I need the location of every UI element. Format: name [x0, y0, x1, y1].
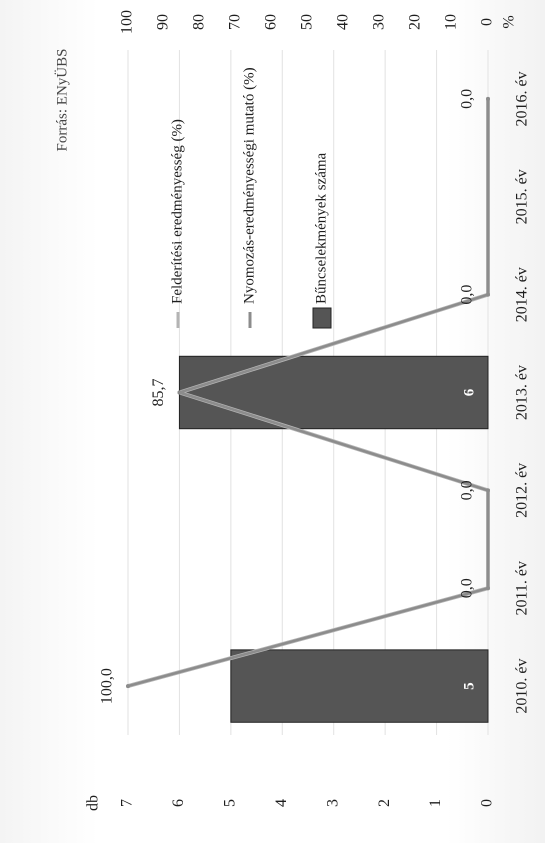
legend-swatch — [312, 307, 332, 329]
left-axis-tick: 1 — [427, 799, 444, 807]
right-axis-tick: 90 — [155, 14, 172, 30]
right-axis-tick: 100 — [119, 10, 136, 34]
left-axis-tick: 3 — [324, 799, 341, 807]
category-label: 2011. év — [514, 561, 531, 616]
right-axis-tick: 20 — [407, 14, 424, 30]
line-data-label: 0,0 — [459, 578, 476, 598]
legend-label: Bűncselekmények száma — [313, 152, 329, 304]
right-axis-tick: 80 — [191, 14, 208, 30]
left-axis-tick: 4 — [273, 799, 290, 807]
line-point — [486, 292, 490, 297]
left-axis-tick: 5 — [222, 799, 239, 807]
bar — [230, 649, 489, 723]
line-point — [126, 684, 130, 689]
line-point — [486, 488, 490, 493]
right-axis-tick: 30 — [371, 14, 388, 30]
category-label: 2010. év — [514, 659, 531, 714]
legend-label: Nyomozás-eredményességi mutató (%) — [241, 67, 257, 304]
right-axis-unit: % — [501, 15, 518, 28]
line-point — [177, 390, 182, 395]
legend-label: Felderítési eredményesség (%) — [169, 119, 185, 304]
left-axis-tick: 2 — [376, 799, 393, 807]
series-line — [127, 98, 490, 688]
category-label: 2015. év — [514, 169, 531, 224]
category-label: 2012. év — [514, 463, 531, 518]
right-axis-tick: 0 — [479, 18, 496, 26]
source-note: Forrás: ENyÜBS — [53, 49, 70, 152]
category-label: 2014. év — [514, 267, 531, 322]
right-axis-tick: 50 — [299, 14, 316, 30]
line-data-label: 100,0 — [99, 668, 116, 704]
legend: Bűncselekmények száma Nyomozás-eredményes… — [169, 67, 332, 329]
right-axis-tick: 40 — [335, 14, 352, 30]
category-label: 2013. év — [514, 365, 531, 420]
category-label: 2016. év — [514, 71, 531, 126]
left-axis-unit: db — [85, 795, 102, 811]
left-axis-tick: 7 — [119, 799, 136, 807]
left-axis-tick: 0 — [479, 799, 496, 807]
line-data-label: 0,0 — [459, 89, 476, 109]
bar-data-label: 5 — [461, 682, 477, 690]
line-point — [486, 586, 490, 591]
right-axis-tick: 10 — [443, 14, 460, 30]
line-data-label: 0,0 — [459, 480, 476, 500]
line-point — [486, 96, 490, 101]
line-data-label: 0,0 — [459, 285, 476, 305]
left-axis-tick: 6 — [170, 799, 187, 807]
chart-group: 5 6 100,0 0,0 0,0 85,7 0,0 0,0 0 1 2 3 4 5 6 7 db 0 10 20 30… — [53, 10, 530, 811]
right-axis-tick: 70 — [227, 14, 244, 30]
bar-data-label: 6 — [461, 388, 477, 396]
bar — [178, 355, 489, 430]
line-data-label: 85,7 — [150, 379, 167, 407]
right-axis-tick: 60 — [263, 14, 280, 30]
